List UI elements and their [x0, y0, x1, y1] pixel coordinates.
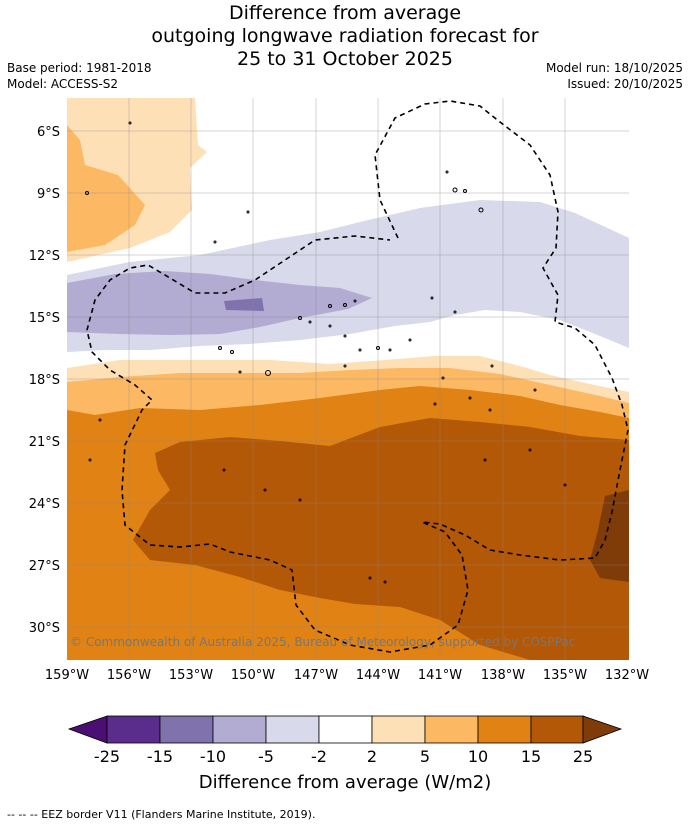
colorbar-tick: -5	[258, 747, 274, 766]
lat-label: 9°S	[37, 187, 60, 202]
colorbar-segment	[371, 715, 426, 744]
lon-label: 147°W	[294, 668, 338, 683]
lon-label: 141°W	[418, 668, 462, 683]
colorbar-tick: 5	[420, 747, 430, 766]
lat-label: 30°S	[29, 621, 60, 636]
anomaly-region-over-25	[590, 490, 629, 582]
model-name: Model: ACCESS-S2	[7, 77, 119, 91]
lat-label: 12°S	[29, 249, 60, 264]
colorbar-tick: -25	[94, 747, 120, 766]
colorbar-tick: 25	[573, 747, 593, 766]
colorbar-segment	[424, 715, 479, 744]
colorbar-segment	[106, 715, 161, 744]
colorbar	[67, 715, 623, 744]
lat-label: 6°S	[37, 125, 60, 140]
lat-label: 15°S	[29, 311, 60, 326]
colorbar-segment	[477, 715, 532, 744]
copyright-text: © Commonwealth of Australia 2025, Bureau…	[70, 635, 575, 649]
colorbar-tick: -10	[200, 747, 226, 766]
anomaly-region-5-10-nw	[67, 125, 145, 252]
colorbar-tick: 10	[468, 747, 488, 766]
lon-label: 153°W	[169, 668, 213, 683]
title-line-1: Difference from average	[228, 2, 462, 24]
lon-label: 144°W	[356, 668, 400, 683]
lon-label: 159°W	[45, 668, 89, 683]
lat-label: 27°S	[29, 559, 60, 574]
colorbar-extend-low	[67, 715, 108, 744]
lat-label: 21°S	[29, 435, 60, 450]
colorbar-segment	[530, 715, 584, 744]
lat-label: 24°S	[29, 497, 60, 512]
colorbar-segment	[212, 715, 267, 744]
colorbar-segment	[159, 715, 214, 744]
colorbar-title: Difference from average (W/m2)	[199, 772, 491, 793]
lat-labels: 6°S 9°S 12°S 15°S 18°S 21°S 24°S 27°S 30…	[29, 125, 60, 636]
lon-label: 135°W	[543, 668, 587, 683]
base-period: Base period: 1981-2018	[7, 61, 152, 75]
map-area: © Commonwealth of Australia 2025, Bureau…	[67, 98, 629, 660]
lon-label: 150°W	[231, 668, 275, 683]
anomaly-region-neg10-neg15	[224, 298, 264, 311]
anomaly-region-neg5-neg10	[67, 271, 372, 335]
model-run: Model run: 18/10/2025	[545, 61, 683, 75]
anomaly-region-15-25	[133, 418, 629, 660]
lon-labels: 159°W 156°W 153°W 150°W 147°W 144°W 141°…	[45, 668, 649, 683]
title-line-2: outgoing longwave radiation forecast for	[151, 25, 539, 47]
colorbar-tick: 15	[521, 747, 541, 766]
colorbar-segment	[265, 715, 320, 744]
chart-title: Difference from average outgoing longwav…	[0, 2, 690, 71]
lon-label: 132°W	[605, 668, 649, 683]
colorbar-extend-high	[582, 715, 623, 744]
eez-footer-note: -- -- -- EEZ border V11 (Flanders Marine…	[7, 808, 316, 821]
lat-label: 18°S	[29, 373, 60, 388]
lon-label: 156°W	[107, 668, 151, 683]
colorbar-tick: -15	[147, 747, 173, 766]
colorbar-tick: 2	[367, 747, 377, 766]
meta-right: Model run: 18/10/2025 Issued: 20/10/2025	[546, 60, 683, 92]
colorbar-ticks: -25 -15 -10 -5 -2 2 5 10 15 25	[94, 747, 593, 766]
colorbar-tick: -2	[311, 747, 327, 766]
lon-label: 138°W	[481, 668, 525, 683]
meta-left: Base period: 1981-2018 Model: ACCESS-S2	[7, 60, 152, 92]
colorbar-segment	[318, 715, 373, 744]
grid-lines	[67, 98, 629, 660]
issued-date: Issued: 20/10/2025	[567, 77, 683, 91]
title-line-3: 25 to 31 October 2025	[237, 48, 453, 70]
island-outlines	[85, 121, 567, 584]
